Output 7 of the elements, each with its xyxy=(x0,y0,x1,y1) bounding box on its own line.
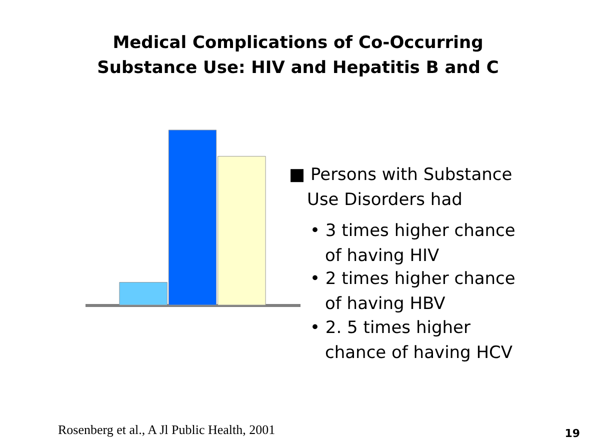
text: • 2 times higher chance of having HBV xyxy=(310,269,516,314)
annotation: ■ Persons with Substance Use Disorders had xyxy=(289,165,512,210)
chart-title: Medical Complications of Co-Occurring Substance Use: HIV and Hepatitis B and C xyxy=(97,33,499,78)
text: • 3 times higher chance of having HIV xyxy=(310,221,516,266)
text: 19 xyxy=(564,427,580,440)
text: Rosenberg et al., A Jl Public Health, 2001 xyxy=(58,422,276,437)
text: • 2. 5 times higher chance of having HCV xyxy=(310,318,513,363)
